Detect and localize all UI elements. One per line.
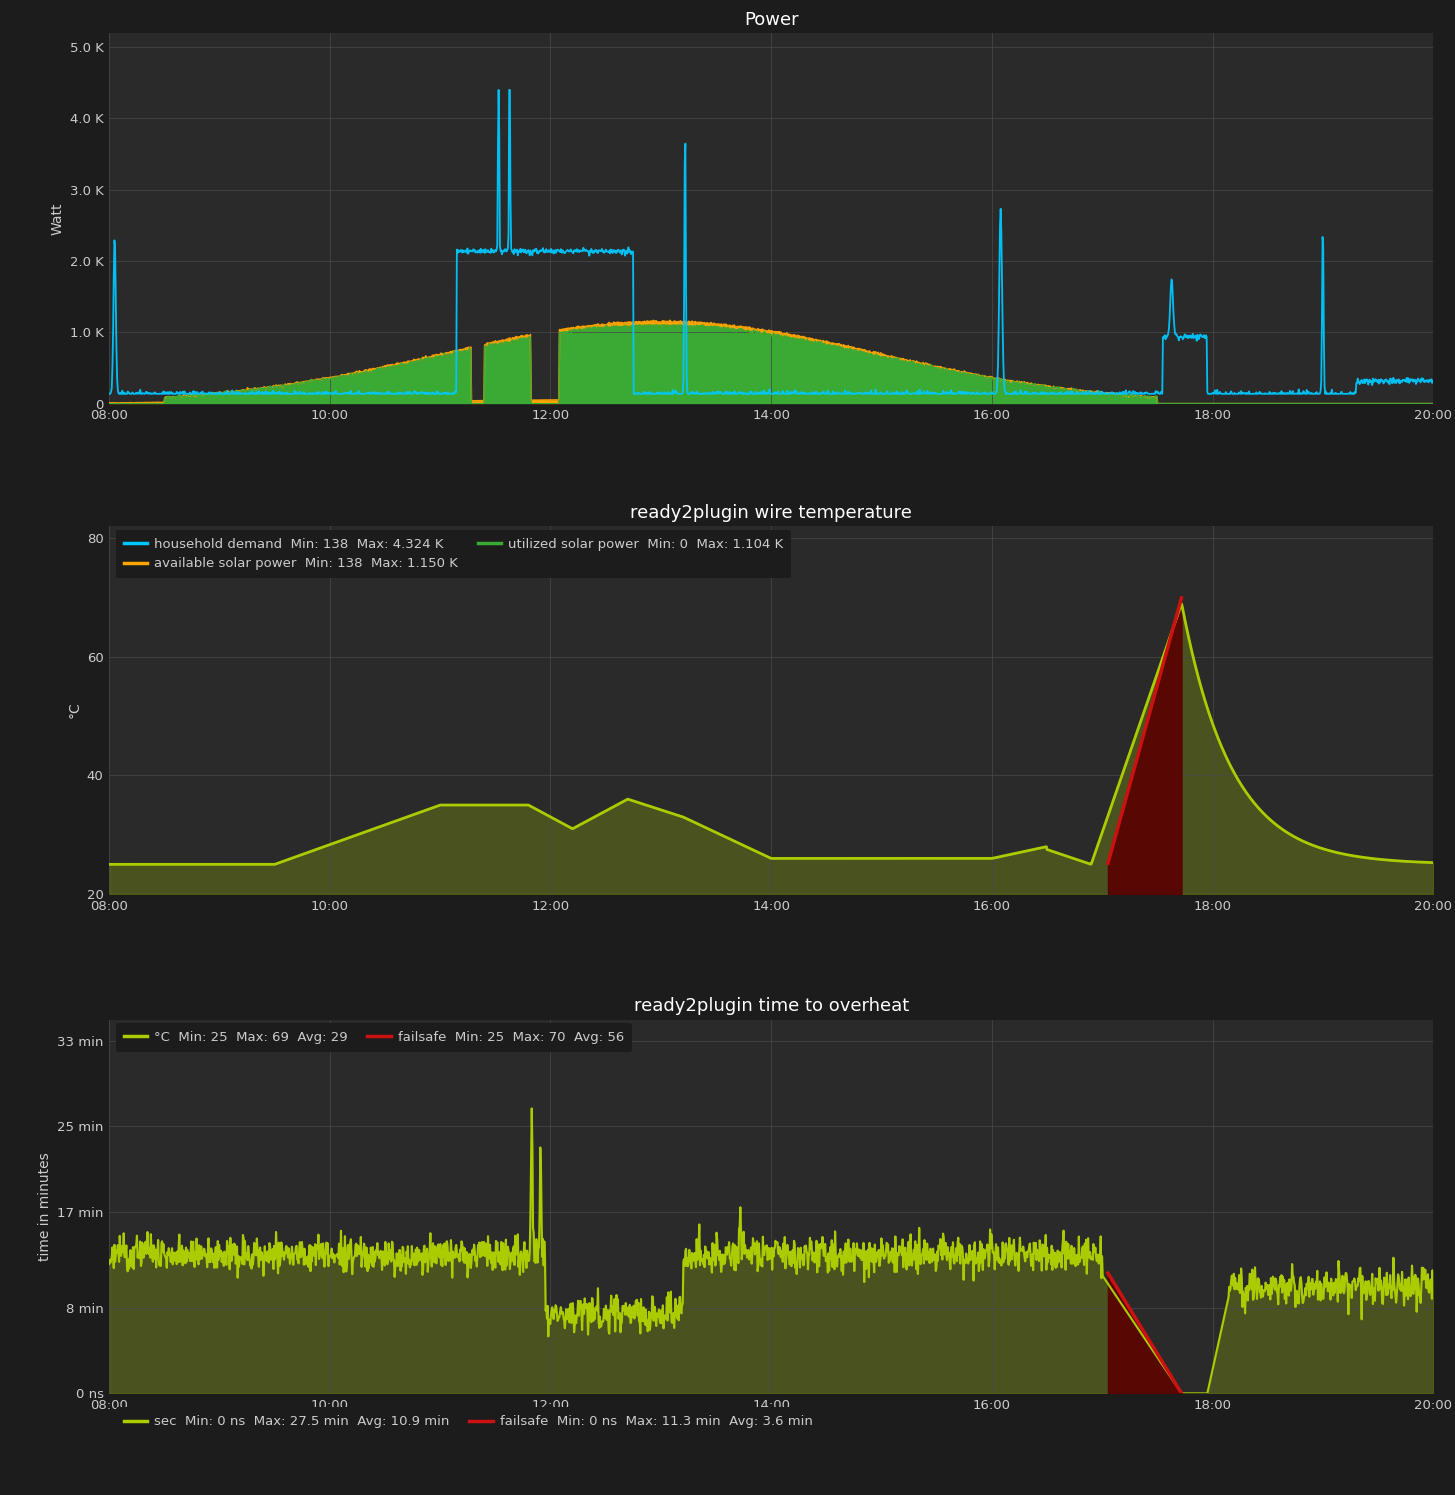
Legend: household demand  Min: 138  Max: 4.324 K, available solar power  Min: 138  Max: : household demand Min: 138 Max: 4.324 K, … <box>116 529 792 579</box>
Legend: °C  Min: 25  Max: 69  Avg: 29, failsafe  Min: 25  Max: 70  Avg: 56: °C Min: 25 Max: 69 Avg: 29, failsafe Min… <box>116 1023 631 1052</box>
Title: ready2plugin time to overheat: ready2plugin time to overheat <box>633 997 909 1015</box>
Legend: sec  Min: 0 ns  Max: 27.5 min  Avg: 10.9 min, failsafe  Min: 0 ns  Max: 11.3 min: sec Min: 0 ns Max: 27.5 min Avg: 10.9 mi… <box>116 1407 821 1437</box>
Y-axis label: Watt: Watt <box>49 202 64 235</box>
Title: Power: Power <box>744 10 799 28</box>
Y-axis label: time in minutes: time in minutes <box>38 1153 51 1260</box>
Y-axis label: °C: °C <box>67 701 81 719</box>
Title: ready2plugin wire temperature: ready2plugin wire temperature <box>630 504 912 522</box>
